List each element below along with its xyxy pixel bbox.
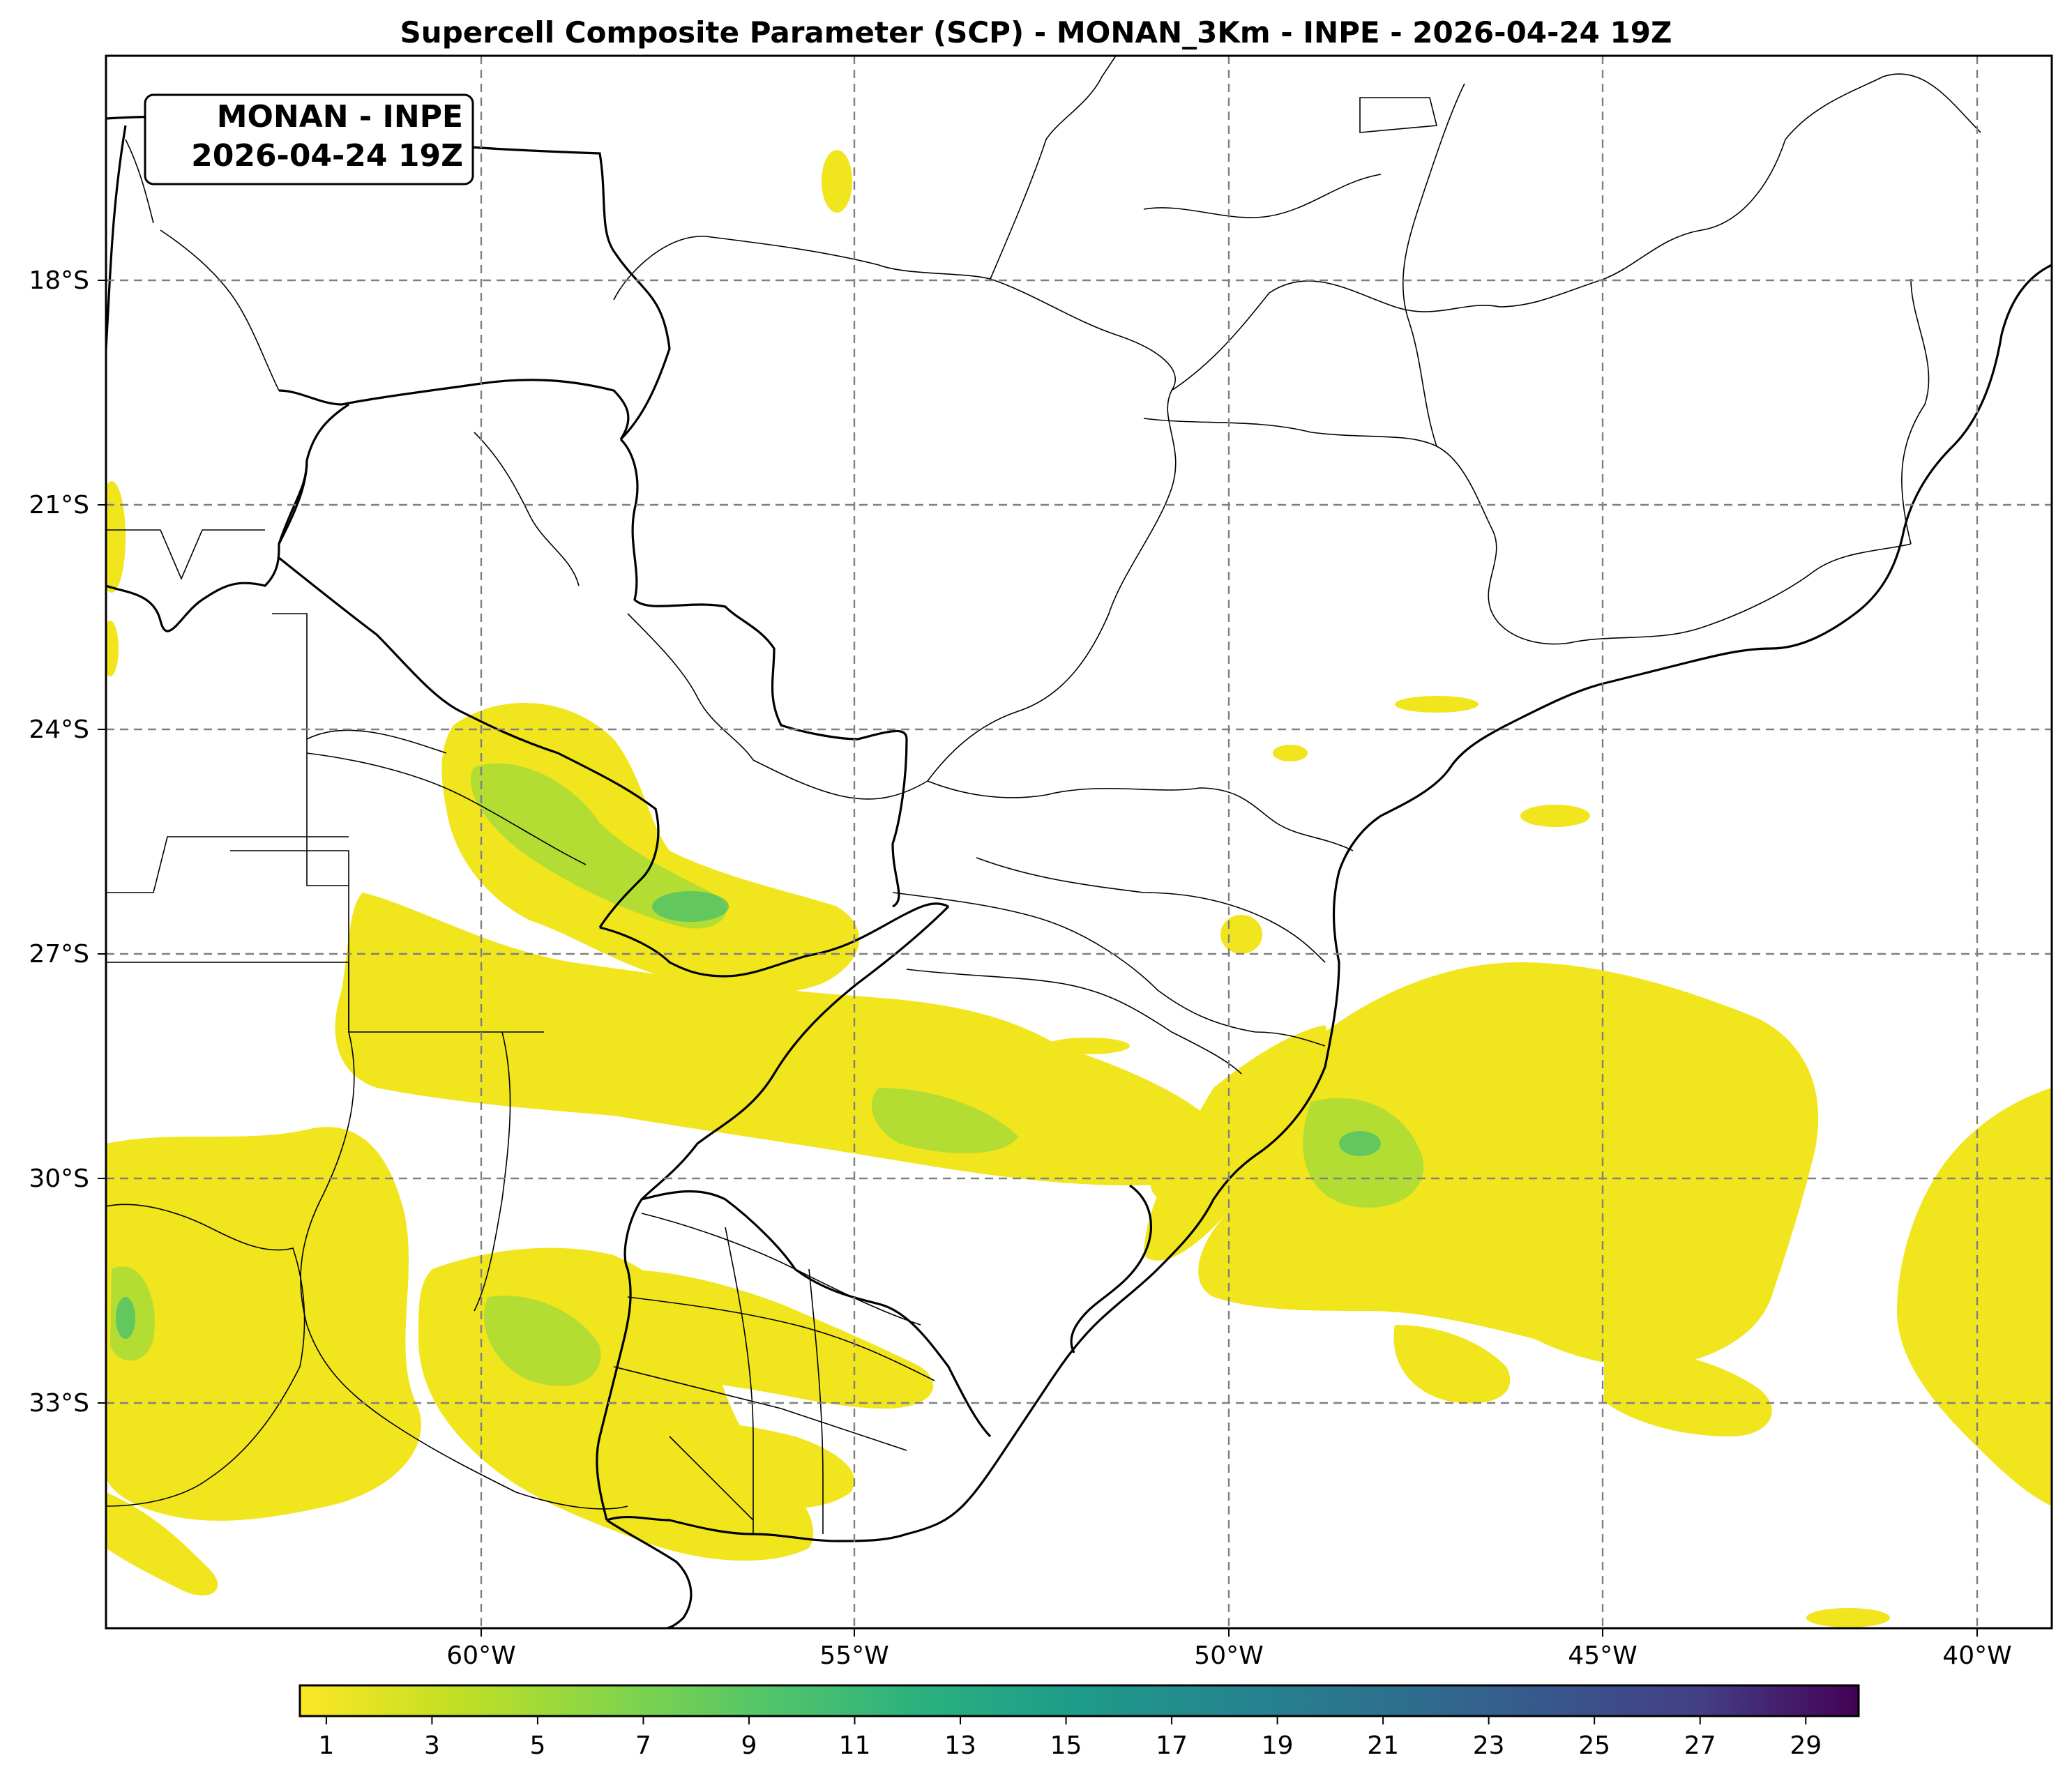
colorbar-tick-label: 17 (1156, 1731, 1188, 1760)
scp-patch (1395, 696, 1479, 713)
coastline-brazil (606, 264, 2052, 1542)
scp-area-atlantic (1198, 962, 1819, 1367)
scp-core-max (652, 891, 729, 922)
colorbar-gradient (298, 1684, 1860, 1717)
state-borders (106, 56, 1981, 1534)
colorbar-ticks: 1 3 5 7 9 11 13 15 17 19 21 23 25 27 29 (318, 1716, 1822, 1760)
scp-patch (106, 481, 126, 593)
scp-core-paraguay (470, 763, 726, 929)
lat-label: 33°S (29, 1389, 89, 1418)
lon-label: 55°W (819, 1641, 888, 1670)
scp-patch (822, 150, 852, 213)
colorbar-tick-label: 19 (1262, 1731, 1294, 1760)
info-box-line2: 2026-04-24 19Z (191, 138, 463, 174)
scp-field-higher (110, 763, 1424, 1386)
scp-core-south-argentina (483, 1296, 601, 1386)
colorbar: 1 3 5 7 9 11 13 15 17 19 21 23 25 27 29 (298, 1684, 1860, 1760)
colorbar-tick-label: 21 (1367, 1731, 1399, 1760)
colorbar-tick-label: 5 (529, 1731, 545, 1760)
gridlines (106, 56, 2052, 1628)
scp-field-highest (116, 891, 1381, 1339)
scp-patch (1046, 1038, 1130, 1054)
colorbar-tick-label: 25 (1578, 1731, 1610, 1760)
scp-patch (1220, 915, 1262, 954)
scp-patch (1806, 1608, 1890, 1628)
country-borders (106, 115, 992, 1521)
colorbar-tick-label: 23 (1473, 1731, 1505, 1760)
colorbar-tick-label: 29 (1790, 1731, 1822, 1760)
colorbar-tick-label: 1 (318, 1731, 334, 1760)
border-argentina-brazil (599, 902, 949, 978)
map-frame (105, 54, 2053, 1630)
scp-core-west-max (116, 1297, 135, 1339)
scp-area-west-tail (106, 1492, 218, 1596)
border-chile-bolivia (106, 125, 127, 349)
lon-label: 50°W (1194, 1641, 1263, 1670)
lat-label: 18°S (29, 266, 89, 295)
lon-label: 60°W (446, 1641, 515, 1670)
scp-area-uruguay-south (628, 1420, 855, 1509)
colorbar-tick-label: 3 (424, 1731, 440, 1760)
coastline (606, 264, 2052, 1628)
coastline-argentina (606, 1519, 693, 1628)
colorbar-tick-label: 27 (1684, 1731, 1716, 1760)
lon-label: 40°W (1942, 1641, 2011, 1670)
border-paraguay-brazil (619, 438, 908, 908)
scp-patch (1520, 805, 1590, 827)
lat-labels: 18°S 21°S 24°S 27°S 30°S 33°S (29, 266, 106, 1418)
colorbar-tick-label: 9 (741, 1731, 757, 1760)
scp-patch (1273, 745, 1308, 761)
scp-area-west (106, 1127, 421, 1521)
scp-area-far-east (1897, 1088, 2052, 1506)
lat-label: 24°S (29, 715, 89, 744)
scp-area-paraguay (441, 702, 860, 994)
scp-area-atlantic-sw (1393, 1325, 1511, 1404)
lat-label: 30°S (29, 1164, 89, 1193)
border-argentina-uruguay (596, 905, 950, 1521)
scp-patch (1151, 1164, 1220, 1206)
scp-area-uruguay (603, 1269, 934, 1409)
scp-field (106, 150, 2052, 1628)
map-title: Supercell Composite Parameter (SCP) - MO… (400, 15, 1672, 50)
lat-label: 27°S (29, 940, 89, 969)
lon-labels: 60°W 55°W 50°W 45°W 40°W (446, 1628, 2012, 1670)
scp-patch (106, 621, 119, 676)
colorbar-tick-label: 15 (1050, 1731, 1082, 1760)
scp-core-atlantic-max (1339, 1131, 1381, 1156)
scp-area-atlantic-south (1604, 1351, 1772, 1436)
colorbar-tick-label: 13 (944, 1731, 976, 1760)
border-argentina-bolivia (106, 460, 308, 632)
lon-label: 45°W (1568, 1641, 1637, 1670)
info-box: MONAN - INPE 2026-04-24 19Z (144, 93, 474, 185)
lagoa-dos-patos (1070, 1184, 1152, 1353)
info-box-line1: MONAN - INPE (217, 99, 463, 135)
lat-label: 21°S (29, 491, 89, 519)
border-paraguay-argentina (278, 556, 660, 928)
border-bolivia-paraguay-west (278, 403, 349, 545)
scp-core-central (872, 1088, 1018, 1153)
border-uruguay-brazil (641, 1190, 992, 1438)
colorbar-tick-label: 7 (635, 1731, 651, 1760)
scp-area-central-band (335, 893, 1230, 1185)
colorbar-tick-label: 11 (839, 1731, 871, 1760)
